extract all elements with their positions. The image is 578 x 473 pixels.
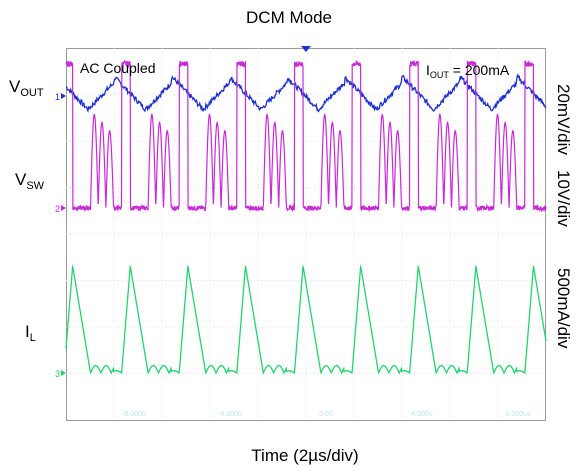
series-label-vout: VOUT — [9, 77, 44, 99]
chart-title: DCM Mode — [246, 8, 332, 27]
channel-marker-1: 1 — [55, 92, 60, 102]
x-tick-label: -6.000u — [122, 411, 146, 418]
vsw-scale-label: 10V/div — [554, 170, 573, 227]
channel-arrow-icon — [61, 93, 66, 99]
channel-arrow-icon — [61, 370, 66, 376]
x-tick-label: 4.000u — [411, 411, 433, 418]
channel-arrow-icon — [61, 205, 66, 211]
series-il-line — [65, 264, 547, 375]
traces — [65, 59, 547, 375]
vsw-label-sub: SW — [26, 180, 45, 192]
il-label-sub: L — [29, 332, 36, 344]
x-axis-label: Time (2µs/div) — [251, 446, 359, 465]
vout-label-sub: OUT — [20, 87, 44, 99]
x-tick-label: -4.000u — [218, 411, 242, 418]
vout-label-main: V — [9, 77, 21, 96]
x-tick-labels: -6.000u -4.000u 0.00 4.000u 6.000us — [122, 411, 531, 418]
series-vout-line — [65, 73, 547, 114]
x-tick-label: 6.000us — [506, 411, 531, 418]
vsw-label-main: V — [15, 170, 27, 189]
series-vsw-line — [65, 59, 547, 213]
channel-marker-2: 2 — [55, 204, 60, 214]
load-current-annotation: IOUT = 200mA — [426, 62, 510, 80]
series-label-vsw: VSW — [15, 170, 45, 192]
channel-markers: 1 2 3 — [55, 92, 66, 379]
channel-marker-3: 3 — [55, 369, 60, 379]
trigger-marker-icon — [301, 46, 311, 52]
vout-scale-label: 20mV/div — [554, 84, 573, 155]
x-tick-label: 0.00 — [319, 411, 333, 418]
il-scale-label: 500mA/div — [554, 268, 573, 349]
load-annotation-sub: OUT — [429, 70, 449, 80]
series-label-il: IL — [25, 322, 36, 344]
il-label-main: I — [25, 322, 30, 341]
load-annotation-value: = 200mA — [448, 62, 510, 78]
load-annotation-main: I — [426, 62, 430, 78]
coupling-annotation: AC Coupled — [80, 60, 156, 76]
